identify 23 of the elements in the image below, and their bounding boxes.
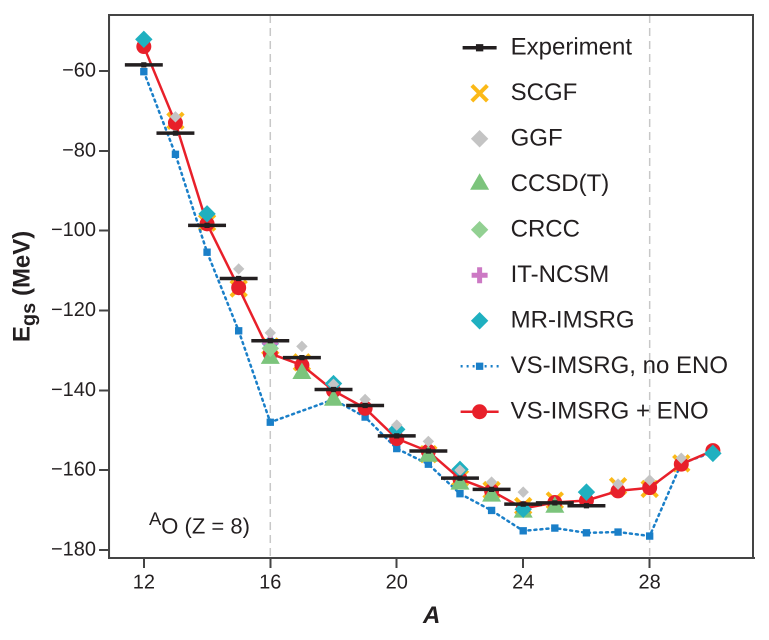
legend-label: GGF [510, 124, 563, 152]
y-tick-label: −80 [62, 139, 96, 162]
annotation: $^{A}$O (Z = 8) [149, 508, 250, 540]
x-tick-label: 20 [386, 572, 408, 594]
x-tick-label: 24 [512, 572, 534, 594]
x-tick-label: 12 [132, 572, 155, 594]
x-axis-title: A [423, 602, 440, 630]
legend-label: MR-IMSRG [510, 306, 635, 334]
legend-label: SCGF [510, 78, 578, 106]
y-tick-label: −60 [62, 59, 96, 82]
y-tick-label: −160 [50, 458, 96, 481]
legend-label: VS-IMSRG, no ENO [510, 352, 728, 379]
legend-label: IT-NCSM [510, 260, 610, 288]
x-tick-label: 16 [259, 572, 282, 594]
legend-label: CRCC [510, 215, 580, 242]
y-tick-label: −120 [50, 298, 96, 321]
x-tick-label: 28 [638, 572, 661, 594]
y-tick-label: −180 [50, 538, 96, 561]
legend-label: Experiment [510, 33, 632, 60]
y-tick-label: −100 [50, 219, 96, 242]
legend-label: CCSD(T) [510, 170, 610, 197]
y-tick-label: −140 [50, 378, 96, 401]
legend-label: VS-IMSRG + ENO [510, 397, 709, 424]
